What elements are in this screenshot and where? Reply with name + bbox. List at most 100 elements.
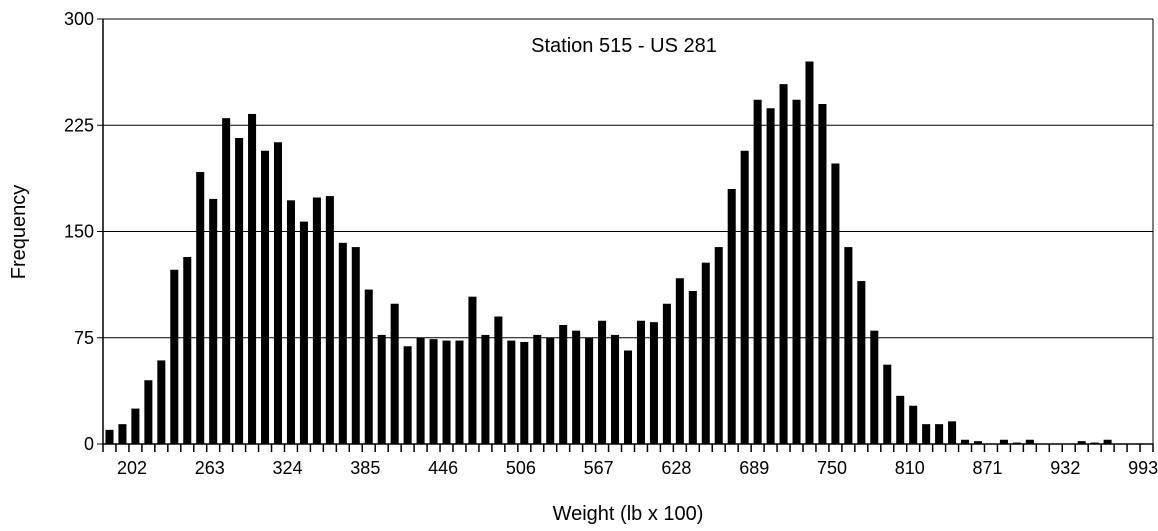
bar <box>273 142 283 444</box>
bar <box>286 200 295 444</box>
bar <box>922 424 931 444</box>
bar <box>403 346 412 444</box>
bar <box>312 197 321 444</box>
bar <box>870 330 879 444</box>
bar <box>222 118 231 445</box>
chart-title: Station 515 - US 281 <box>531 35 717 57</box>
bar <box>520 342 529 444</box>
bar <box>261 150 270 444</box>
x-tick-label: 385 <box>350 458 380 478</box>
bar <box>442 340 451 444</box>
y-tick-label: 225 <box>64 115 94 135</box>
bar <box>714 247 723 444</box>
bar <box>611 334 620 444</box>
bar <box>598 320 607 444</box>
bar <box>572 330 581 444</box>
bar <box>170 269 179 444</box>
y-tick-label: 300 <box>64 9 94 29</box>
x-tick-label: 324 <box>273 458 303 478</box>
x-tick-label: 202 <box>117 458 147 478</box>
bar <box>559 325 568 444</box>
x-tick-label: 628 <box>661 458 691 478</box>
bar <box>364 289 373 444</box>
bar <box>948 421 957 444</box>
bars <box>105 61 1112 445</box>
bar <box>416 337 425 444</box>
y-tick-label: 75 <box>74 328 94 348</box>
bar <box>1077 441 1086 444</box>
x-tick-labels: 202 263 324 385 446 506 567 628 689 750 810 871 932 9… <box>117 458 1158 478</box>
bar <box>546 337 555 444</box>
bar <box>831 163 840 444</box>
bar <box>507 340 516 444</box>
x-tick-label: 871 <box>973 458 1003 478</box>
y-tick-label: 150 <box>64 222 94 242</box>
bar <box>338 242 347 444</box>
bar <box>1025 439 1034 444</box>
axes <box>97 18 1154 452</box>
bar <box>455 340 464 444</box>
bar <box>883 364 892 444</box>
bar <box>429 339 438 444</box>
x-axis-title: Weight (lb x 100) <box>553 503 704 525</box>
bar <box>961 439 970 444</box>
bar <box>183 257 192 444</box>
x-tick-label: 993 <box>1128 458 1158 478</box>
bar <box>533 334 542 444</box>
x-tick-label: 263 <box>195 458 225 478</box>
bar <box>973 441 983 444</box>
bar <box>118 424 127 444</box>
bar <box>196 172 205 444</box>
bar <box>390 303 399 444</box>
bar <box>896 395 905 444</box>
bar <box>675 278 684 444</box>
bar <box>494 316 503 444</box>
bar <box>649 322 658 444</box>
y-tick-label: 0 <box>84 434 94 454</box>
bar <box>857 281 866 444</box>
bar <box>144 380 153 444</box>
bar <box>935 424 944 444</box>
bar <box>248 113 257 445</box>
y-axis-title: Frequency <box>8 185 30 280</box>
bar <box>157 360 166 444</box>
bar <box>805 61 814 444</box>
bar <box>701 262 710 444</box>
x-tick-label: 750 <box>817 458 847 478</box>
bar <box>999 439 1008 444</box>
bar <box>481 334 490 444</box>
bar <box>105 429 114 444</box>
bar <box>377 334 386 444</box>
x-tick-label: 446 <box>428 458 458 478</box>
bar <box>623 350 633 444</box>
bar <box>1103 439 1112 444</box>
bar <box>740 150 749 444</box>
bar <box>299 221 308 444</box>
bar <box>766 108 775 444</box>
bar <box>468 296 477 444</box>
bar <box>325 196 334 444</box>
x-tick-label: 932 <box>1050 458 1080 478</box>
bar <box>636 320 645 444</box>
x-tick-label: 810 <box>895 458 925 478</box>
bar <box>909 405 918 444</box>
bar <box>779 84 788 445</box>
bar <box>209 198 218 444</box>
bar <box>818 104 827 444</box>
gridlines <box>103 18 1153 339</box>
bar <box>351 247 360 444</box>
bar <box>662 303 671 444</box>
bar <box>844 247 853 444</box>
x-tick-label: 506 <box>506 458 536 478</box>
bar <box>131 408 140 444</box>
bar <box>235 138 244 444</box>
bar <box>727 189 736 444</box>
bar <box>688 291 697 444</box>
bar <box>792 99 801 444</box>
x-tick-label: 689 <box>739 458 769 478</box>
bar <box>585 337 594 444</box>
x-tick-label: 567 <box>584 458 614 478</box>
y-tick-labels: 0 75 150 225 300 <box>64 9 94 454</box>
bar <box>753 99 762 444</box>
